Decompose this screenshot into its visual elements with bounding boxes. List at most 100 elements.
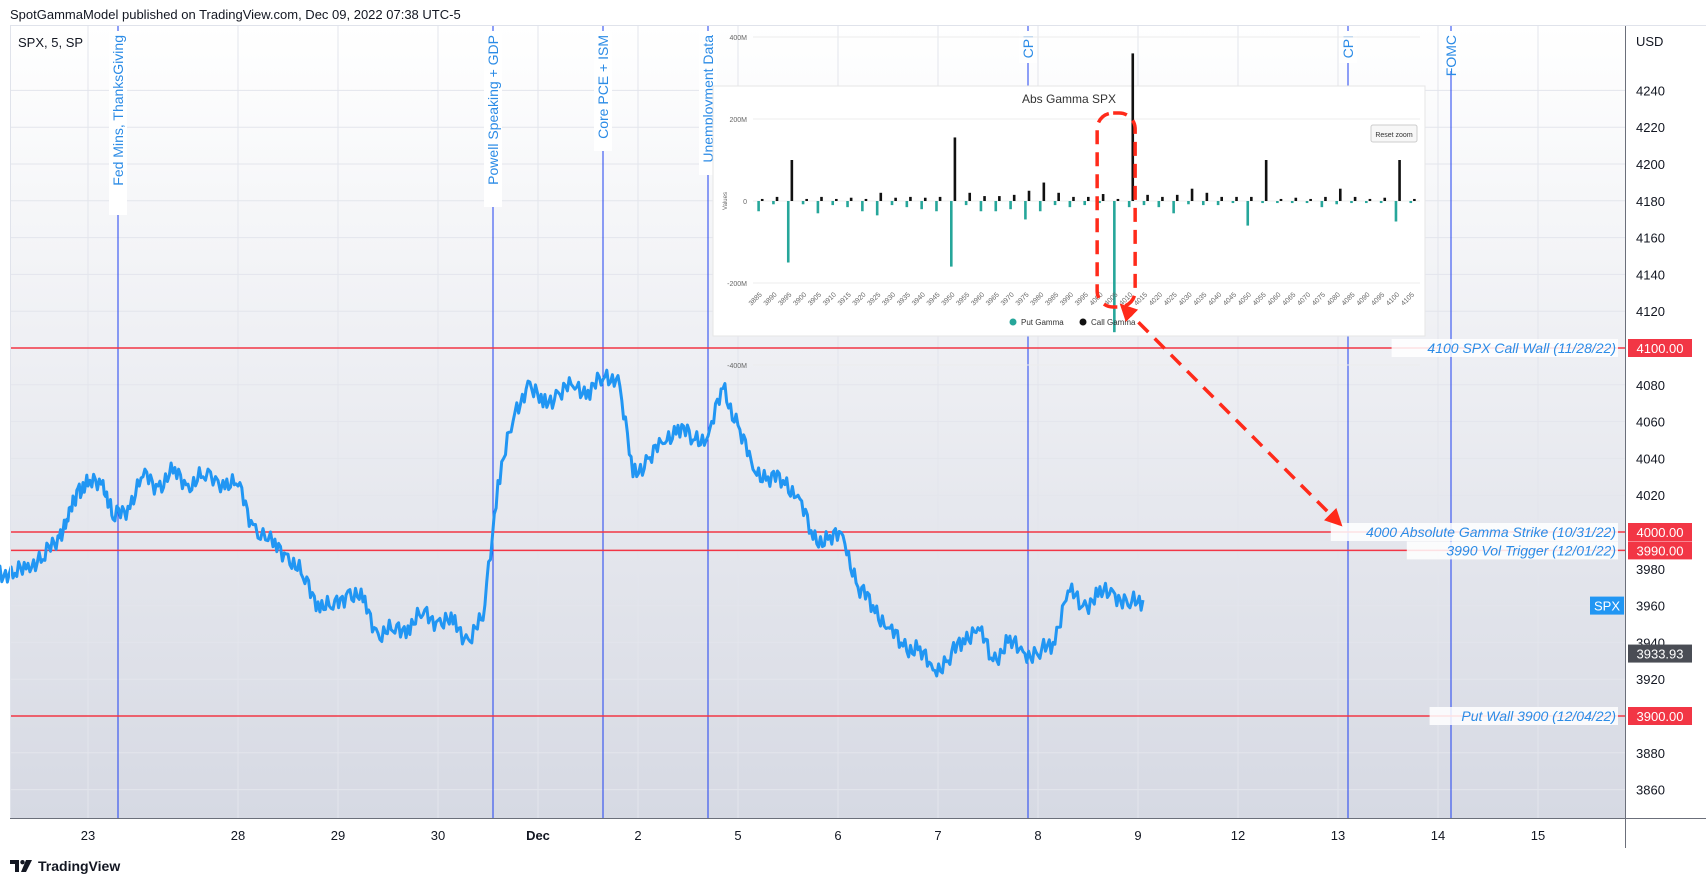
tradingview-logo-icon bbox=[10, 860, 32, 872]
x-tick-label: 13 bbox=[1331, 828, 1345, 843]
y-tick-label: 4160 bbox=[1636, 231, 1665, 246]
price-series bbox=[0, 368, 1145, 678]
put-gamma-bar bbox=[1142, 201, 1146, 206]
level-label: 4100 SPX Call Wall (11/28/22) bbox=[1427, 340, 1616, 356]
put-gamma-bar bbox=[757, 201, 760, 212]
call-gamma-bar bbox=[1324, 196, 1327, 201]
x-tick-label: 6 bbox=[834, 828, 841, 843]
currency-label: USD bbox=[1636, 34, 1663, 49]
inset-panel bbox=[712, 85, 1426, 337]
symbol-price-tag bbox=[1590, 596, 1624, 615]
inset-y-tick-label: 200M bbox=[729, 117, 747, 124]
event-label-bg bbox=[594, 31, 612, 151]
put-gamma-bar bbox=[1394, 201, 1398, 222]
publisher-header: SpotGammaModel published on TradingView.… bbox=[10, 7, 461, 22]
put-gamma-bar bbox=[1172, 201, 1175, 214]
call-gamma-bar bbox=[1175, 194, 1179, 201]
inset-y-tick-label: -400M bbox=[727, 363, 747, 370]
put-gamma-bar bbox=[1261, 201, 1264, 204]
event-label: Core PCE + ISM bbox=[595, 35, 611, 139]
call-gamma-bar bbox=[805, 198, 808, 201]
put-gamma-bar bbox=[1201, 201, 1205, 206]
put-gamma-bar bbox=[1009, 201, 1012, 210]
inset-y-tick-label: 400M bbox=[729, 35, 747, 42]
put-gamma-bar bbox=[1409, 201, 1413, 204]
event-label-bg bbox=[1339, 31, 1357, 63]
tradingview-logo[interactable]: TradingView bbox=[10, 858, 120, 874]
y-tick-label: 3960 bbox=[1636, 599, 1665, 614]
put-gamma-bar bbox=[875, 201, 879, 216]
x-tick-label: 14 bbox=[1431, 828, 1445, 843]
x-tick-label: Dec bbox=[526, 828, 550, 843]
put-gamma-bar bbox=[1231, 201, 1235, 204]
event-label: CPI bbox=[1340, 35, 1356, 58]
y-tick-label: 4200 bbox=[1636, 157, 1665, 172]
put-gamma-bar bbox=[801, 201, 805, 205]
call-gamma-bar bbox=[1338, 188, 1342, 201]
level-label-bg bbox=[1429, 707, 1618, 725]
put-gamma-bar bbox=[772, 201, 775, 205]
call-gamma-bar bbox=[923, 197, 927, 201]
highlight-arrow bbox=[1119, 303, 1343, 527]
put-gamma-bar bbox=[964, 201, 968, 206]
x-tick-label: 2 bbox=[634, 828, 641, 843]
level-label-bg bbox=[1406, 541, 1618, 560]
price-axis-tags: 4100.00 4000.00 3990.00 3900.00 3933.93 SPX bbox=[1590, 339, 1692, 725]
call-gamma-bar bbox=[1205, 192, 1209, 201]
put-gamma-bar bbox=[861, 201, 864, 212]
put-gamma-bar bbox=[979, 201, 983, 212]
symbol-label: SPX, 5, SP bbox=[18, 35, 83, 50]
y-tick-label: 4060 bbox=[1636, 415, 1665, 430]
event-label: Fed Mins, ThanksGiving bbox=[110, 35, 126, 186]
y-tick-label: 4240 bbox=[1636, 83, 1665, 98]
call-gamma-bar bbox=[1012, 194, 1016, 201]
last-price-tag-text: 3933.93 bbox=[1637, 647, 1684, 662]
put-gamma-bar bbox=[1024, 201, 1027, 220]
put-gamma-bar bbox=[905, 201, 909, 208]
x-tick-label: 9 bbox=[1134, 828, 1141, 843]
put-gamma-bar bbox=[846, 201, 849, 208]
level-price-tag bbox=[1628, 523, 1692, 541]
call-gamma-bar bbox=[1264, 160, 1268, 201]
level-label-bg bbox=[1391, 339, 1618, 357]
call-gamma-bar bbox=[760, 198, 764, 201]
call-gamma-bar bbox=[1087, 196, 1090, 201]
call-gamma-bar bbox=[894, 197, 897, 201]
x-tick-label: 23 bbox=[81, 828, 95, 843]
call-gamma-bar bbox=[1116, 198, 1120, 201]
call-gamma-bar bbox=[938, 196, 942, 201]
level-lines: 4100 SPX Call Wall (11/28/22) 4000 Absolu… bbox=[10, 339, 1625, 725]
level-price-tag-text: 3990.00 bbox=[1637, 543, 1684, 558]
call-gamma-bar bbox=[1042, 182, 1046, 201]
event-markers: Fed Mins, ThanksGiving Powell Speaking + … bbox=[109, 25, 1460, 818]
put-gamma-bar bbox=[1127, 201, 1131, 208]
tradingview-brand: TradingView bbox=[38, 858, 121, 874]
y-tick-label: 4020 bbox=[1636, 488, 1665, 503]
put-gamma-bar bbox=[890, 201, 894, 206]
y-tick-label: 4080 bbox=[1636, 378, 1665, 393]
level-price-tag bbox=[1628, 339, 1692, 357]
last-price-tag bbox=[1628, 644, 1692, 663]
put-gamma-bar bbox=[1083, 201, 1086, 206]
put-gamma-bar bbox=[1053, 201, 1057, 206]
y-tick-label: 4220 bbox=[1636, 120, 1665, 135]
call-gamma-bar bbox=[775, 196, 779, 201]
put-gamma-bar bbox=[1290, 201, 1294, 204]
call-gamma-bar bbox=[953, 137, 957, 201]
call-gamma-bar bbox=[1220, 196, 1223, 201]
y-tick-label: 3880 bbox=[1636, 746, 1665, 761]
axes: 3860388039003920394039603980400040204040… bbox=[10, 25, 1706, 848]
put-gamma-bar bbox=[1365, 201, 1368, 204]
put-gamma-bar bbox=[1038, 201, 1042, 212]
call-gamma-bar bbox=[1398, 160, 1401, 201]
call-gamma-bar bbox=[983, 196, 986, 201]
level-price-tag-text: 4100.00 bbox=[1637, 341, 1684, 356]
level-label: Put Wall 3900 (12/04/22) bbox=[1461, 708, 1616, 724]
call-gamma-bar bbox=[790, 160, 794, 201]
y-tick-label: 4180 bbox=[1636, 194, 1665, 209]
put-gamma-bar bbox=[950, 201, 953, 267]
put-gamma-bar bbox=[1379, 201, 1383, 204]
call-gamma-bar bbox=[1161, 196, 1164, 201]
call-gamma-bar bbox=[1353, 196, 1357, 201]
